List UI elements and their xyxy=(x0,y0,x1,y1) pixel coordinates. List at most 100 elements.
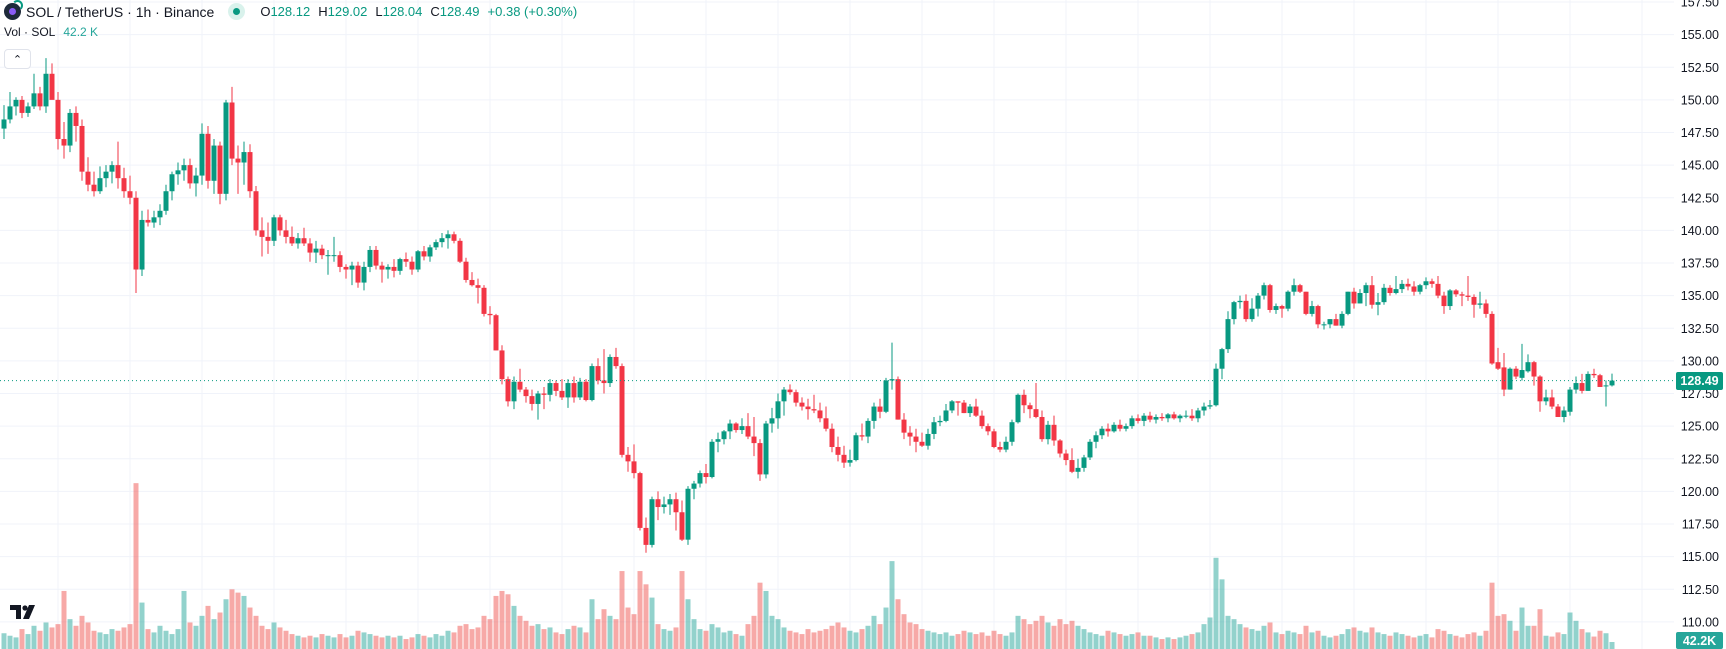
candle-body xyxy=(331,255,337,257)
price-tick-label: 117.50 xyxy=(1682,518,1719,532)
candle xyxy=(301,227,307,247)
candle xyxy=(601,349,607,394)
candle-body xyxy=(1153,416,1159,420)
candle-body xyxy=(259,230,265,237)
candle-body xyxy=(1369,285,1375,305)
volume-label[interactable]: Vol · SOL xyxy=(4,25,56,39)
volume-bar xyxy=(169,634,175,649)
volume-bar xyxy=(271,622,277,649)
candle xyxy=(205,125,211,189)
candle xyxy=(1243,294,1249,322)
candle-body xyxy=(1561,410,1567,417)
candle-body xyxy=(517,381,523,390)
volume-bar xyxy=(1285,630,1291,649)
candle xyxy=(1525,354,1531,373)
volume-bar xyxy=(451,632,457,649)
candle-body xyxy=(1159,416,1165,419)
candle xyxy=(1081,454,1087,472)
close-key: C xyxy=(430,4,440,19)
candle-body xyxy=(859,435,865,437)
volume-bar xyxy=(133,483,139,649)
candle xyxy=(1195,407,1201,423)
candle-body xyxy=(1327,319,1333,325)
candle-body xyxy=(865,420,871,437)
volume-bar xyxy=(1543,635,1549,649)
candle xyxy=(643,517,649,553)
candle-body xyxy=(511,381,517,402)
volume-bar xyxy=(595,619,601,649)
candle xyxy=(247,144,253,198)
candle-body xyxy=(139,219,145,270)
candle-body xyxy=(1513,368,1519,377)
candle xyxy=(1075,458,1081,479)
collapse-legend-button[interactable]: ⌃ xyxy=(4,49,31,69)
volume-bar xyxy=(1315,630,1321,649)
candle xyxy=(1357,289,1363,304)
volume-bar xyxy=(721,632,727,649)
candle-body xyxy=(1399,283,1405,290)
symbol-title[interactable]: SOL / TetherUS · 1h · Binance xyxy=(26,3,215,20)
candle xyxy=(1531,360,1537,386)
volume-bar xyxy=(1309,632,1315,649)
candle-body xyxy=(403,259,409,262)
candle xyxy=(1471,294,1477,318)
candle-body xyxy=(1303,291,1309,314)
candle-body xyxy=(1123,426,1129,429)
volume-bar xyxy=(187,622,193,649)
candle-body xyxy=(391,266,397,271)
volume-bar xyxy=(1501,614,1507,649)
tradingview-logo[interactable] xyxy=(10,603,38,622)
candle-body xyxy=(1219,349,1225,369)
candle-body xyxy=(1375,302,1381,305)
candle-body xyxy=(1489,313,1495,364)
volume-legend: Vol · SOL 42.2 K xyxy=(4,25,98,39)
candle xyxy=(1477,291,1483,309)
candle-body xyxy=(661,504,667,508)
candle xyxy=(1201,402,1207,416)
volume-bar xyxy=(571,625,577,649)
candle-body xyxy=(847,460,853,463)
candle-body xyxy=(997,447,1003,450)
candle xyxy=(865,418,871,444)
candle-body xyxy=(313,248,319,253)
volume-bar xyxy=(1171,639,1177,649)
volume-bar xyxy=(1573,620,1579,649)
candle xyxy=(211,139,217,194)
market-open-status-icon[interactable] xyxy=(228,3,246,20)
price-axis[interactable]: 157.50 155.00 152.50 150.00 147.50 145.00 142.… xyxy=(1681,0,1719,629)
symbol-legend: SOL / TetherUS · 1h · Binance O128.12 H1… xyxy=(4,0,577,20)
candle-body xyxy=(1135,418,1141,421)
candle-body xyxy=(1393,289,1399,294)
volume-bar xyxy=(613,619,619,649)
volume-bar xyxy=(319,634,325,649)
candle-body xyxy=(871,406,877,421)
volume-bar xyxy=(1465,634,1471,649)
volume-bar xyxy=(427,637,433,649)
candle xyxy=(49,63,55,100)
candle-body xyxy=(733,423,739,431)
candle xyxy=(139,210,145,277)
candle xyxy=(1207,400,1213,410)
volume-bar xyxy=(1213,557,1219,649)
volume-bar xyxy=(1411,637,1417,649)
candle-body xyxy=(205,133,211,181)
candle-body xyxy=(1435,283,1441,296)
candle-body xyxy=(1009,422,1015,442)
candle xyxy=(229,86,235,166)
candle xyxy=(19,95,25,119)
candle xyxy=(1537,375,1543,412)
candle-body xyxy=(943,410,949,421)
candle-body xyxy=(673,499,679,513)
candle xyxy=(1189,409,1195,421)
volume-bar xyxy=(1591,636,1597,649)
volume-bar xyxy=(73,625,79,649)
candle-body xyxy=(667,499,673,505)
candle xyxy=(829,423,835,453)
candle-body xyxy=(271,217,277,241)
volume-bar xyxy=(841,627,847,649)
candle-body xyxy=(277,217,283,231)
volume-bar xyxy=(565,629,571,649)
ohlc-values: O128.12 H129.02 L128.04 C128.49 +0.38 (+… xyxy=(260,4,577,19)
candle-body xyxy=(349,265,355,270)
